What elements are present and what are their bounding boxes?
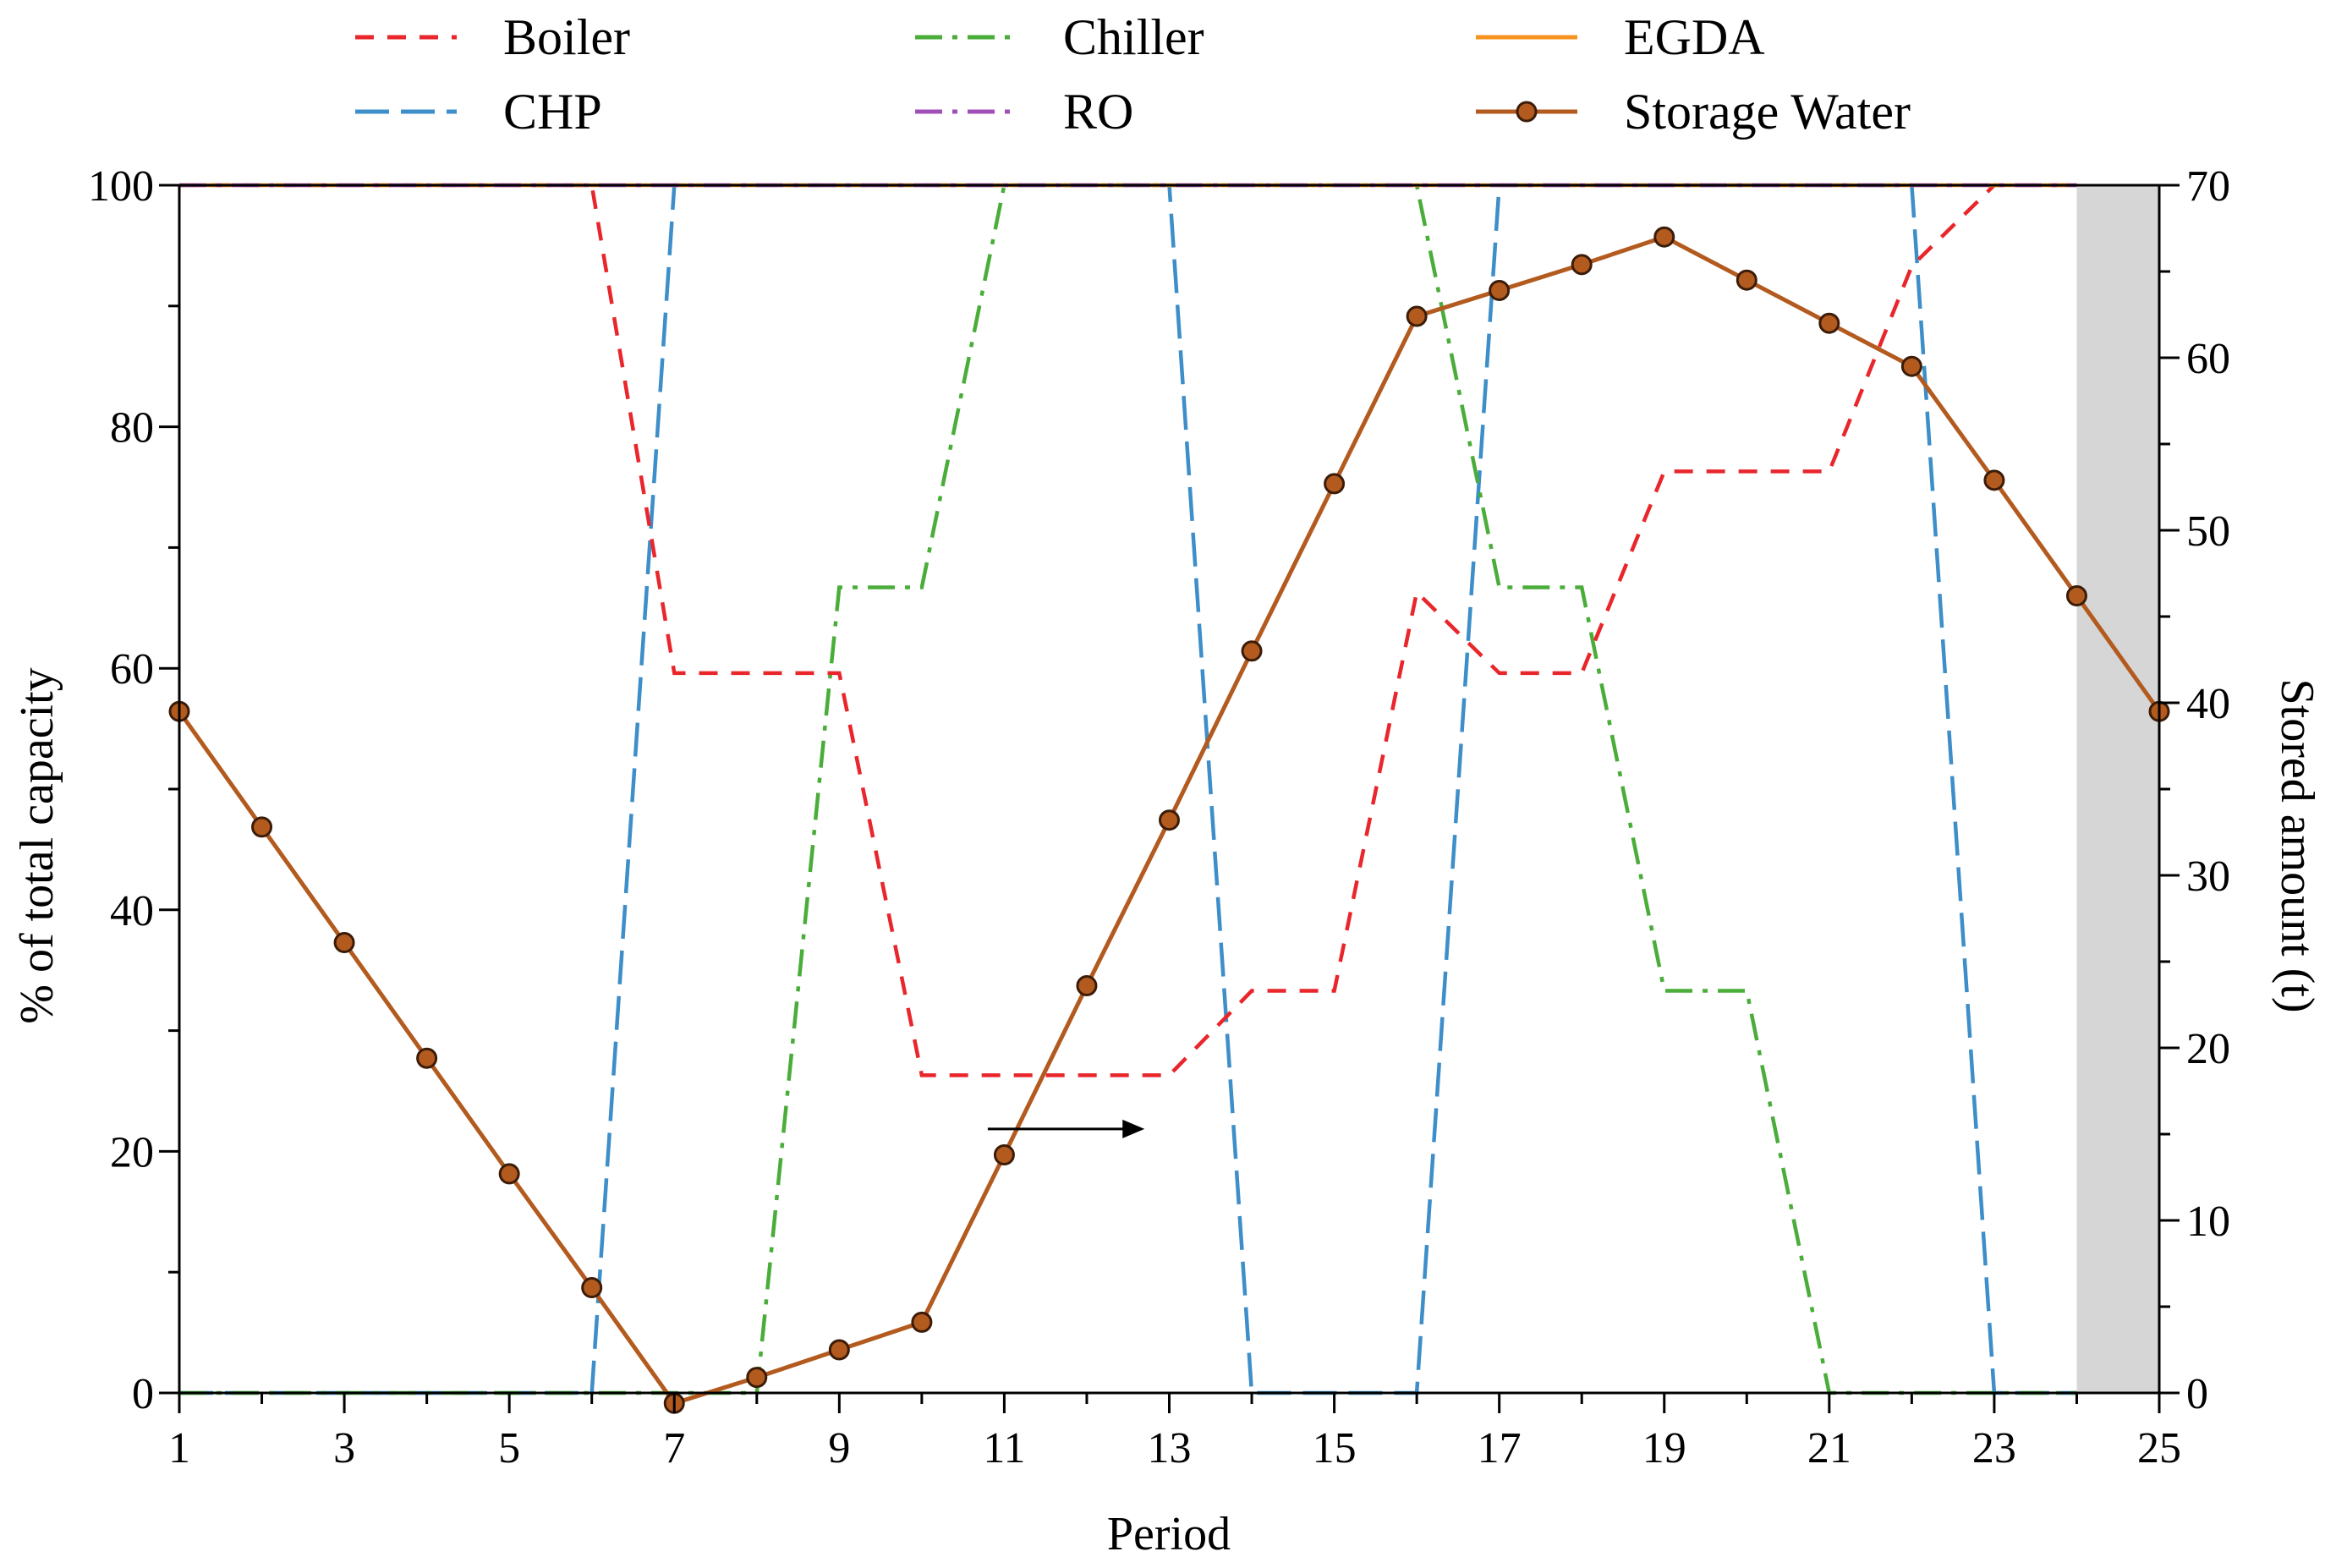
y-left-tick-label: 60 bbox=[110, 645, 154, 694]
y-left-tick-label: 40 bbox=[110, 887, 154, 935]
x-tick-label: 21 bbox=[1807, 1424, 1851, 1472]
data-point-storage-water bbox=[1818, 312, 1840, 334]
x-tick-label: 11 bbox=[983, 1424, 1025, 1472]
plot-area bbox=[2076, 185, 2159, 1393]
legend-label-egda: EGDA bbox=[1624, 9, 1765, 65]
x-tick-label: 23 bbox=[1972, 1424, 2016, 1472]
x-tick-label: 5 bbox=[498, 1424, 520, 1472]
y-right-tick-label: 10 bbox=[2186, 1198, 2230, 1246]
data-point-storage-water bbox=[1324, 473, 1346, 495]
data-point-storage-water bbox=[581, 1277, 603, 1299]
data-point-storage-water bbox=[911, 1311, 933, 1333]
legend-label-storage-water: Storage Water bbox=[1624, 84, 1911, 140]
x-tick-label: 13 bbox=[1148, 1424, 1192, 1472]
tick-layer: 1 3 5 7 9 11 13 15 17 19 21 23 250204060801000102030… bbox=[88, 162, 2230, 1472]
y-left-tick-label: 20 bbox=[110, 1128, 154, 1176]
x-tick-label: 3 bbox=[333, 1424, 355, 1472]
series-line-boiler bbox=[179, 183, 2077, 1077]
data-point-storage-water bbox=[1571, 254, 1593, 276]
shaded-region bbox=[2076, 185, 2159, 1393]
x-tick-label: 1 bbox=[168, 1424, 190, 1472]
data-point-storage-water bbox=[828, 1339, 850, 1361]
data-point-storage-water bbox=[1653, 226, 1675, 248]
data-point-storage-water bbox=[2065, 585, 2087, 607]
legend-label-chp: CHP bbox=[503, 84, 602, 140]
y-right-tick-label: 0 bbox=[2186, 1370, 2208, 1418]
plot-frame bbox=[178, 184, 2161, 1395]
data-point-storage-water bbox=[1159, 809, 1180, 831]
series-line-chp bbox=[179, 183, 2077, 1395]
y-right-tick-label: 60 bbox=[2186, 335, 2230, 383]
arrow-head bbox=[1122, 1119, 1145, 1138]
y-left-tick-label: 0 bbox=[132, 1370, 154, 1418]
y-left-tick-label: 80 bbox=[110, 404, 154, 452]
x-tick-label: 19 bbox=[1642, 1424, 1686, 1472]
data-point-storage-water bbox=[1076, 975, 1098, 997]
series-line-chiller bbox=[179, 183, 2077, 1395]
data-point-storage-water bbox=[416, 1047, 438, 1069]
data-point-storage-water bbox=[1736, 269, 1757, 291]
x-tick-label: 25 bbox=[2137, 1424, 2181, 1472]
x-axis-title: Period bbox=[1107, 1508, 1231, 1560]
legend-marker-storage-water bbox=[1516, 101, 1538, 123]
legend: Boiler Chiller EGDA CHP RO Storage Water bbox=[355, 9, 1911, 140]
legend-label-boiler: Boiler bbox=[503, 9, 630, 65]
y-right-tick-label: 30 bbox=[2186, 853, 2230, 901]
x-tick-label: 15 bbox=[1313, 1424, 1357, 1472]
data-point-storage-water bbox=[498, 1163, 520, 1185]
series-layer bbox=[168, 183, 2170, 1414]
y-axis-left-title: % of total capacity bbox=[11, 667, 63, 1023]
y-right-tick-label: 70 bbox=[2186, 162, 2230, 211]
data-point-storage-water bbox=[1983, 469, 2005, 491]
y-right-tick-label: 50 bbox=[2186, 507, 2230, 556]
data-point-storage-water bbox=[1406, 305, 1428, 327]
x-tick-label: 17 bbox=[1478, 1424, 1522, 1472]
y-axis-right-title: Stored amount (t) bbox=[2271, 678, 2323, 1012]
data-point-storage-water bbox=[1900, 355, 1922, 377]
annotation-layer bbox=[987, 1119, 1145, 1138]
data-point-storage-water bbox=[251, 816, 273, 838]
legend-label-ro: RO bbox=[1063, 84, 1133, 140]
y-right-tick-label: 40 bbox=[2186, 680, 2230, 728]
data-point-storage-water bbox=[1489, 279, 1511, 301]
data-point-storage-water bbox=[1241, 640, 1263, 662]
y-right-tick-label: 20 bbox=[2186, 1025, 2230, 1073]
axes-frame bbox=[178, 184, 2161, 1395]
x-tick-label: 9 bbox=[828, 1424, 850, 1472]
data-point-storage-water bbox=[993, 1143, 1015, 1165]
data-point-storage-water bbox=[333, 932, 355, 954]
x-tick-label: 7 bbox=[663, 1424, 685, 1472]
y-left-tick-label: 100 bbox=[88, 162, 154, 211]
data-point-storage-water bbox=[746, 1367, 768, 1389]
legend-label-chiller: Chiller bbox=[1063, 9, 1204, 65]
